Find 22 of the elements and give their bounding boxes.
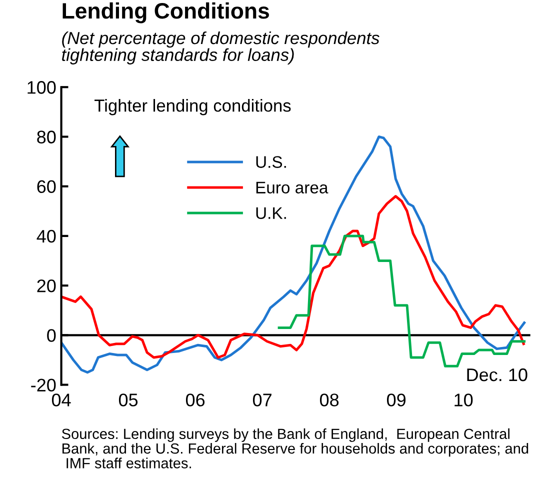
x-tick-label: 04 xyxy=(52,394,71,406)
chart-title: Lending Conditions xyxy=(62,2,269,24)
legend-label: U.K. xyxy=(256,207,286,220)
annotation: Dec. 10 xyxy=(467,368,528,382)
y-tick-label: 60 xyxy=(37,180,56,194)
x-tick-label: 07 xyxy=(252,394,272,406)
source-note: Sources: Lending surveys by the Bank of England, European Central Bank, and the U.S. Federal Reserve for households and corporates; and IMF staff estimates. xyxy=(62,428,528,468)
y-tick-label: 100 xyxy=(28,81,56,94)
y-tick-label: 20 xyxy=(37,279,56,292)
x-tick-label: 10 xyxy=(454,394,473,406)
y-tick-label: 0 xyxy=(47,329,56,342)
annotation: Tighter lending conditions xyxy=(94,99,291,116)
chart-subtitle: (Net percentage of domestic respondents tightening standards for loans) xyxy=(62,31,380,64)
legend-label: U.S. xyxy=(256,156,286,168)
legend-label: Euro area xyxy=(256,182,328,194)
x-tick-label: 09 xyxy=(386,394,406,406)
y-tick-label: 40 xyxy=(36,230,56,243)
x-tick-label: 06 xyxy=(186,394,205,406)
y-tick-label: 80 xyxy=(37,130,56,144)
y-tick-label: -20 xyxy=(31,378,56,392)
x-tick-label: 08 xyxy=(320,394,339,406)
x-tick-label: 05 xyxy=(118,394,138,406)
